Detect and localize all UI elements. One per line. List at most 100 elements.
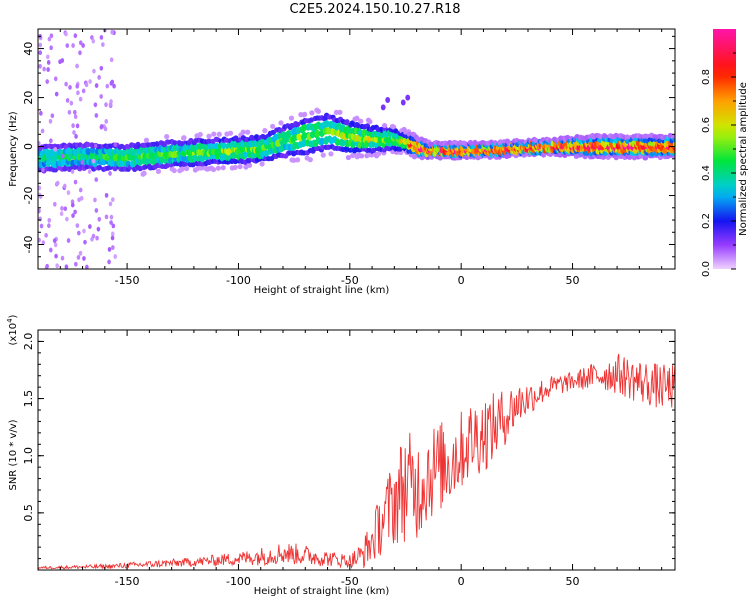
heatmap-cell [358,118,364,124]
heatmap-noise [40,128,45,134]
heatmap-noise [92,68,96,74]
heatmap-noise [95,235,99,241]
heatmap-noise [91,158,96,164]
heatmap-noise [88,79,92,84]
heatmap-cell [220,165,226,171]
heatmap-cell [155,168,162,174]
heatmap-noise [70,169,75,174]
heatmap-noise [94,113,99,118]
heatmap-noise [110,197,115,203]
heatmap-cell [72,164,78,170]
heatmap-noise [82,228,86,234]
x-tick-label: 50 [566,274,580,287]
heatmap-cell [85,148,92,156]
heatmap-cell [319,137,325,145]
x-tick-label: 50 [566,575,580,588]
heatmap-cell [184,165,190,172]
heatmap-cell [344,119,350,125]
heatmap-noise [41,240,46,246]
heatmap-noise [107,247,112,252]
y-tick-label: 2.0 [22,333,35,351]
heatmap-noise [44,232,48,238]
heatmap-noise [54,91,59,97]
heatmap-cell [190,162,196,168]
y-tick-label: 0 [22,143,35,150]
heatmap-cell [211,131,217,137]
heatmap-noise [94,83,99,88]
heatmap-cell [154,141,160,147]
heatmap-noise [48,247,53,253]
y-tick-label: 40 [22,42,35,56]
heatmap-cell [278,120,284,126]
heatmap-noise [90,35,94,40]
heatmap-cell [337,109,343,115]
x-tick-label: -50 [341,274,359,287]
heatmap-cell [171,167,177,174]
heatmap-cell [393,128,399,134]
chart-title: C2E5.2024.150.10.27.R18 [289,2,461,17]
heatmap-noise [97,216,102,222]
heatmap-noise [99,34,104,40]
colorbar-label: Normalized spectral amplitude [738,82,749,236]
heatmap-cell [376,151,382,157]
heatmap-noise [38,63,42,69]
x-tick-label: -150 [115,575,140,588]
heatmap-noise [46,60,51,65]
heatmap-cell [288,115,295,121]
heatmap-noise [109,220,113,225]
heatmap-noise [55,263,59,269]
heatmap-noise [38,237,41,243]
heatmap-noise [68,85,72,90]
heatmap-noise [38,216,43,222]
heatmap-cell [240,129,246,135]
heatmap-noise [78,50,82,56]
colorbar-tick-label: 0.8 [701,69,712,85]
heatmap-cell [391,124,397,130]
heatmap-noise [75,223,80,229]
heatmap-noise [108,171,112,176]
heatmap-noise [59,211,64,217]
heatmap-noise [76,90,80,96]
heatmap-noise [48,118,53,124]
heatmap-noise [60,206,64,211]
heatmap-cell [382,122,388,129]
heatmap-noise [49,33,54,39]
heatmap-noise [111,245,115,250]
heatmap-frame [37,28,676,270]
heatmap-feature [405,94,411,101]
heatmap-noise [82,256,86,261]
y-axis-label: SNR (10 * v/v) [8,419,19,490]
heatmap-noise [69,100,74,106]
x-tick-label: 0 [458,575,465,588]
heatmap-cell [198,165,204,171]
heatmap-noise [38,185,42,191]
heatmap-cell [273,133,279,141]
heatmap-cell [116,148,122,156]
heatmap-noise [77,197,81,203]
heatmap-noise [45,54,50,60]
heatmap-cell [246,162,253,168]
heatmap-noise [42,66,46,72]
heatmap-noise [52,238,57,244]
heatmap-cell [96,164,103,171]
heatmap-noise [72,130,76,135]
heatmap-noise [49,138,53,144]
heatmap-noise [71,123,75,129]
y-multiplier-label: (x104) [6,314,19,345]
heatmap-cell [335,138,341,146]
heatmap-noise [108,102,113,108]
heatmap-cell [358,153,365,159]
heatmap-noise [78,96,83,102]
heatmap-cell [302,111,308,117]
heatmap-noise [65,98,70,103]
x-tick-label: 0 [458,274,465,287]
heatmap-noise [53,147,58,152]
heatmap-cell [164,133,170,140]
heatmap-noise [60,58,65,63]
heatmap-cell [232,164,238,171]
heatmap-noise [38,194,43,199]
heatmap-noise [78,250,83,256]
heatmap-cell [437,155,443,161]
heatmap-noise [38,141,41,146]
heatmap-cell [139,146,145,154]
